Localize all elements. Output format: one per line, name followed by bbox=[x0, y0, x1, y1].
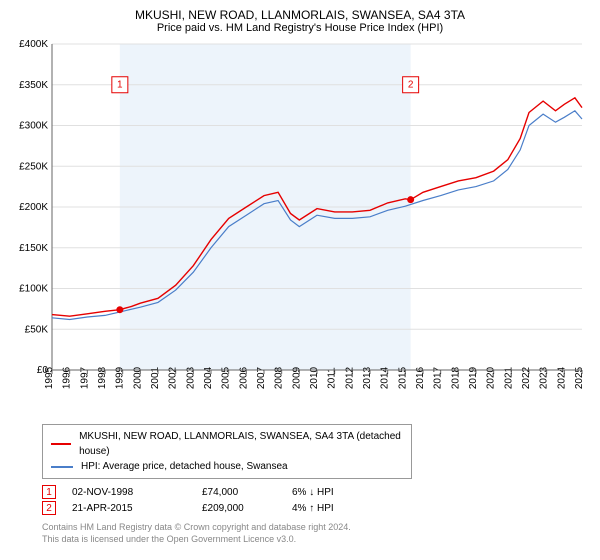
sale-badge: 2 bbox=[42, 501, 56, 515]
legend-swatch bbox=[51, 443, 71, 445]
sale-row: 2 21-APR-2015 £209,000 4% ↑ HPI bbox=[42, 501, 590, 515]
sale-date: 02-NOV-1998 bbox=[72, 487, 202, 498]
svg-text:1: 1 bbox=[117, 79, 123, 90]
svg-text:£200K: £200K bbox=[19, 202, 48, 213]
footer-text: Contains HM Land Registry data © Crown c… bbox=[42, 521, 590, 545]
sale-delta: 6% ↓ HPI bbox=[292, 487, 382, 498]
footer-line: This data is licensed under the Open Gov… bbox=[42, 533, 590, 545]
svg-text:£150K: £150K bbox=[19, 243, 48, 254]
sale-delta: 4% ↑ HPI bbox=[292, 503, 382, 514]
svg-text:£100K: £100K bbox=[19, 284, 48, 295]
legend-label: MKUSHI, NEW ROAD, LLANMORLAIS, SWANSEA, … bbox=[79, 429, 403, 459]
chart-subtitle: Price paid vs. HM Land Registry's House … bbox=[10, 22, 590, 34]
svg-text:£400K: £400K bbox=[19, 40, 48, 50]
svg-text:£250K: £250K bbox=[19, 161, 48, 172]
sale-price: £74,000 bbox=[202, 487, 292, 498]
svg-text:£300K: £300K bbox=[19, 121, 48, 132]
svg-text:2: 2 bbox=[408, 79, 414, 90]
sale-row: 1 02-NOV-1998 £74,000 6% ↓ HPI bbox=[42, 485, 590, 499]
sale-badge: 1 bbox=[42, 485, 56, 499]
legend: MKUSHI, NEW ROAD, LLANMORLAIS, SWANSEA, … bbox=[42, 424, 412, 479]
sale-date: 21-APR-2015 bbox=[72, 503, 202, 514]
footer-line: Contains HM Land Registry data © Crown c… bbox=[42, 521, 590, 533]
legend-label: HPI: Average price, detached house, Swan… bbox=[81, 459, 288, 474]
legend-swatch bbox=[51, 466, 73, 468]
chart-container: MKUSHI, NEW ROAD, LLANMORLAIS, SWANSEA, … bbox=[0, 0, 600, 560]
svg-text:£350K: £350K bbox=[19, 80, 48, 91]
chart-svg: £0£50K£100K£150K£200K£250K£300K£350K£400… bbox=[10, 40, 586, 416]
sale-price: £209,000 bbox=[202, 503, 292, 514]
svg-text:£50K: £50K bbox=[25, 324, 49, 335]
chart-plot-area: £0£50K£100K£150K£200K£250K£300K£350K£400… bbox=[10, 40, 586, 416]
chart-title: MKUSHI, NEW ROAD, LLANMORLAIS, SWANSEA, … bbox=[10, 8, 590, 22]
legend-item: MKUSHI, NEW ROAD, LLANMORLAIS, SWANSEA, … bbox=[51, 429, 403, 459]
legend-item: HPI: Average price, detached house, Swan… bbox=[51, 459, 403, 474]
